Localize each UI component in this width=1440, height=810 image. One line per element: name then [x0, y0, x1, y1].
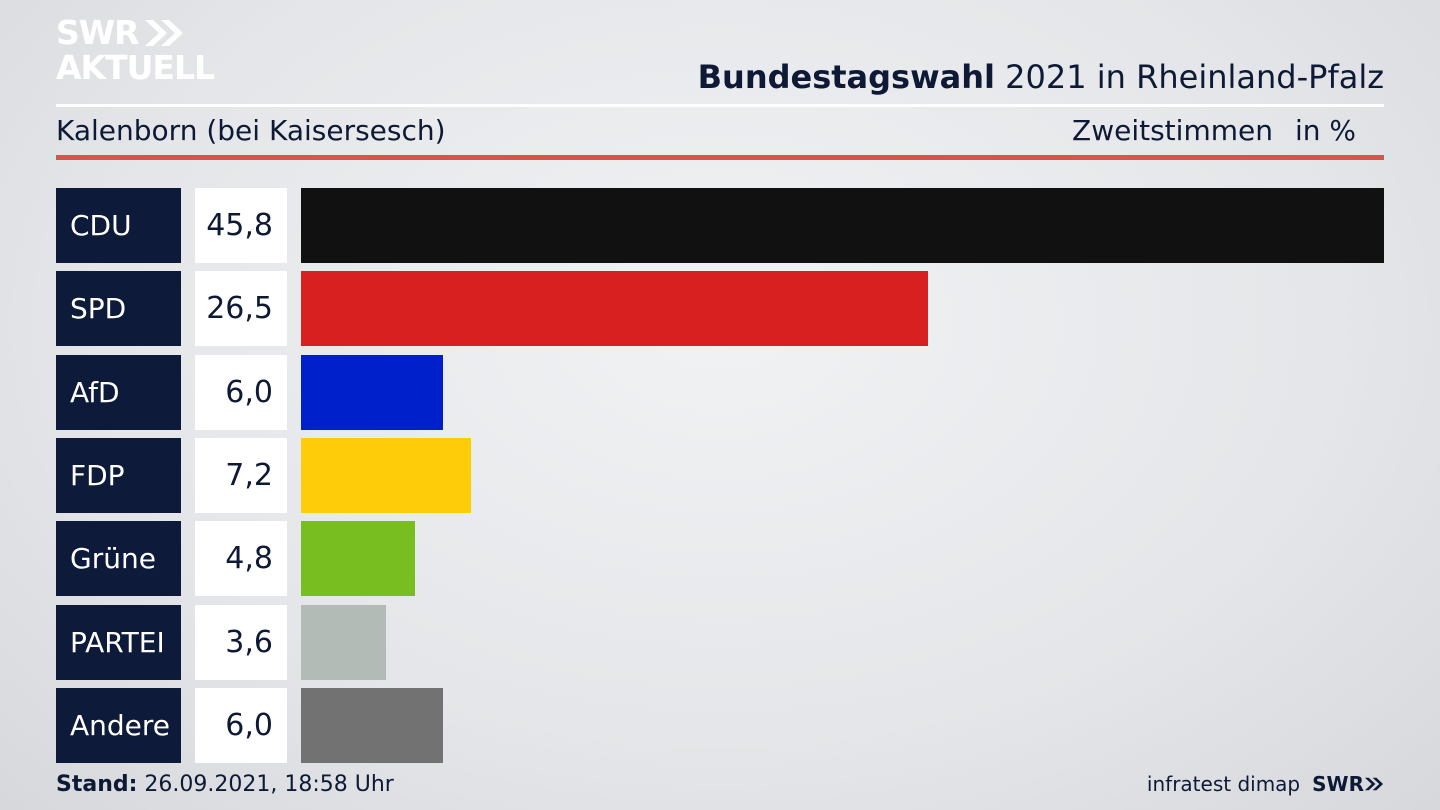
logo-line-1: SWR [56, 13, 140, 52]
bar-fdp [301, 437, 471, 513]
party-label: Grüne [56, 521, 181, 597]
party-label: Andere [56, 687, 181, 763]
footer-swr-logo: SWR [1312, 772, 1384, 796]
source-label: infratest dimap [1146, 772, 1301, 796]
value-label: 26,5 [195, 271, 287, 347]
unit-label: in % [1294, 114, 1356, 147]
title-rest: 2021 in Rheinland-Pfalz [995, 58, 1384, 96]
bar-row-cdu: CDU 45,8 [56, 188, 1384, 263]
bar-partei [301, 604, 386, 680]
title-bold: Bundestagswahl [697, 58, 995, 96]
bar-spd [301, 271, 928, 347]
measure-unit: Zweitstimmen in % [1072, 114, 1356, 147]
bar-grüne [301, 521, 415, 597]
bar-row-andere: Andere 6,0 [56, 687, 1384, 763]
party-label: CDU [56, 188, 181, 263]
stand-value: 26.09.2021, 18:58 Uhr [137, 772, 394, 797]
bar-row-spd: SPD 26,5 [56, 271, 1384, 347]
bar-cdu [301, 188, 1384, 263]
location-label: Kalenborn (bei Kaisersesch) [56, 114, 446, 147]
source-credit: infratest dimap SWR [1147, 772, 1384, 796]
bar-andere [301, 687, 443, 763]
value-label: 45,8 [195, 188, 287, 263]
value-label: 3,6 [195, 604, 287, 680]
footer-double-chevron-icon [1364, 777, 1384, 791]
bar-row-fdp: FDP 7,2 [56, 437, 1384, 513]
bar-row-partei: PARTEI 3,6 [56, 604, 1384, 680]
timestamp: Stand: 26.09.2021, 18:58 Uhr [56, 772, 394, 797]
double-chevron-icon [144, 19, 183, 46]
party-label: SPD [56, 271, 181, 347]
value-label: 6,0 [195, 687, 287, 763]
header-divider [56, 104, 1384, 107]
party-label: PARTEI [56, 604, 181, 680]
swr-aktuell-logo: SWR AKTUELL [56, 13, 215, 87]
bar-row-grüne: Grüne 4,8 [56, 521, 1384, 597]
page-title: Bundestagswahl 2021 in Rheinland-Pfalz [698, 58, 1384, 96]
value-label: 7,2 [195, 437, 287, 513]
value-label: 6,0 [195, 354, 287, 430]
party-label: FDP [56, 437, 181, 513]
measure-label: Zweitstimmen [1072, 114, 1273, 147]
value-label: 4,8 [195, 521, 287, 597]
party-label: AfD [56, 354, 181, 430]
footer-logo-text: SWR [1312, 772, 1364, 796]
bar-row-afd: AfD 6,0 [56, 354, 1384, 430]
logo-line-2: AKTUELL [56, 48, 215, 87]
accent-divider [56, 155, 1384, 160]
stand-label: Stand: [56, 772, 138, 797]
bar-afd [301, 354, 443, 430]
